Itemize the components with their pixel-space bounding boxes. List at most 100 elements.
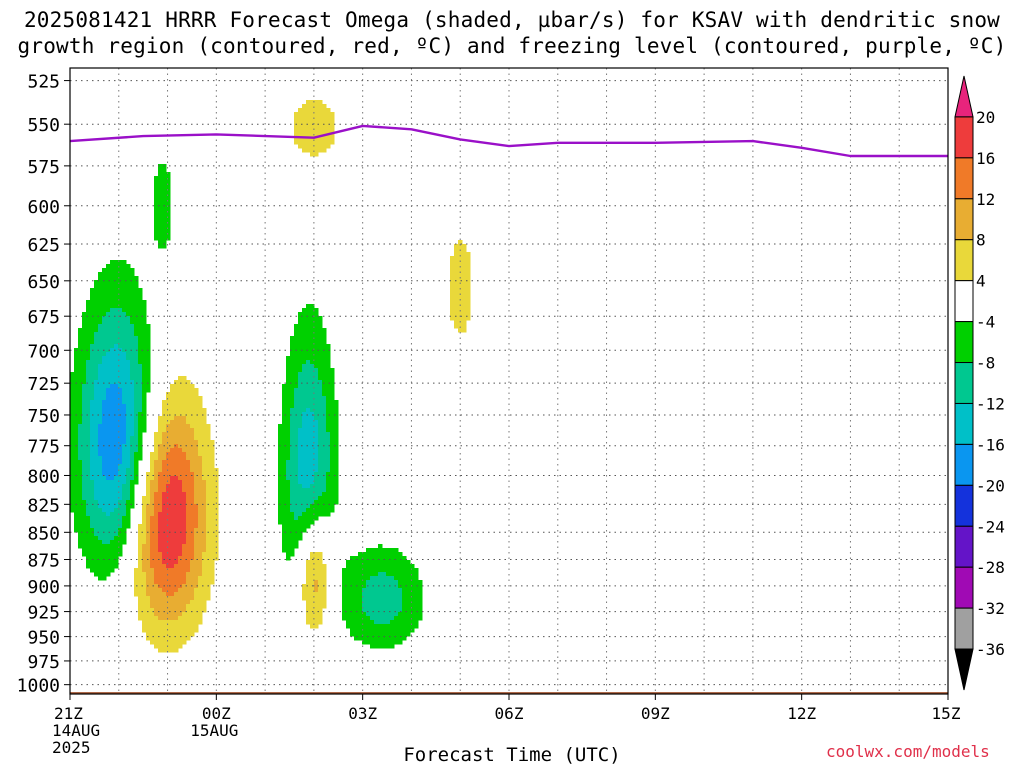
colorbar-bin bbox=[954, 239, 974, 282]
omega-cell bbox=[182, 608, 187, 613]
omega-cell bbox=[458, 284, 463, 289]
omega-cell bbox=[318, 604, 323, 609]
omega-cell bbox=[402, 584, 407, 589]
omega-cell bbox=[110, 304, 115, 309]
omega-cell bbox=[130, 268, 135, 273]
omega-cell bbox=[286, 532, 291, 537]
omega-cell bbox=[166, 232, 171, 237]
omega-cell bbox=[154, 500, 159, 505]
omega-cell bbox=[330, 424, 335, 429]
omega-cell bbox=[362, 556, 367, 561]
omega-cell bbox=[198, 592, 203, 597]
omega-cell bbox=[154, 232, 159, 237]
omega-cell bbox=[114, 560, 119, 565]
omega-cell bbox=[166, 616, 171, 621]
omega-cell bbox=[158, 168, 163, 173]
omega-cell bbox=[154, 436, 159, 441]
omega-cell bbox=[322, 476, 327, 481]
omega-cell bbox=[170, 408, 175, 413]
omega-cell bbox=[294, 324, 299, 329]
omega-cell bbox=[314, 416, 319, 421]
omega-cell bbox=[90, 520, 95, 525]
omega-cell bbox=[94, 328, 99, 333]
omega-cell bbox=[106, 572, 111, 577]
omega-cell bbox=[378, 620, 383, 625]
omega-cell bbox=[98, 488, 103, 493]
omega-cell bbox=[466, 308, 471, 313]
omega-cell bbox=[298, 500, 303, 505]
omega-cell bbox=[170, 612, 175, 617]
omega-cell bbox=[194, 568, 199, 573]
omega-cell bbox=[462, 280, 467, 285]
omega-cell bbox=[386, 548, 391, 553]
omega-cell bbox=[162, 212, 167, 217]
omega-cell bbox=[306, 612, 311, 617]
omega-cell bbox=[358, 568, 363, 573]
omega-cell bbox=[130, 452, 135, 457]
omega-cell bbox=[126, 516, 131, 521]
omega-cell bbox=[82, 400, 87, 405]
x-tick-label: 06Z bbox=[495, 704, 524, 723]
omega-cell bbox=[302, 120, 307, 125]
omega-cell bbox=[282, 540, 287, 545]
omega-cell bbox=[190, 460, 195, 465]
omega-cell bbox=[314, 432, 319, 437]
omega-cell bbox=[198, 600, 203, 605]
omega-cell bbox=[330, 416, 335, 421]
omega-cell bbox=[102, 400, 107, 405]
omega-cell bbox=[118, 344, 123, 349]
omega-cell bbox=[378, 612, 383, 617]
omega-cell bbox=[102, 280, 107, 285]
omega-cell bbox=[162, 648, 167, 653]
omega-cell bbox=[182, 508, 187, 513]
omega-cell bbox=[282, 504, 287, 509]
omega-cell bbox=[134, 444, 139, 449]
omega-cell bbox=[458, 312, 463, 317]
omega-cell bbox=[178, 416, 183, 421]
omega-cell bbox=[158, 492, 163, 497]
omega-cell bbox=[286, 480, 291, 485]
omega-cell bbox=[314, 604, 319, 609]
omega-cell bbox=[150, 532, 155, 537]
omega-cell bbox=[306, 504, 311, 509]
omega-cell bbox=[94, 320, 99, 325]
omega-cell bbox=[390, 564, 395, 569]
omega-cell bbox=[74, 516, 79, 521]
omega-cell bbox=[162, 552, 167, 557]
omega-cell bbox=[178, 600, 183, 605]
omega-cell bbox=[90, 380, 95, 385]
omega-cell bbox=[174, 444, 179, 449]
omega-cell bbox=[390, 596, 395, 601]
omega-cell bbox=[198, 464, 203, 469]
omega-cell bbox=[118, 536, 123, 541]
omega-cell bbox=[194, 512, 199, 517]
omega-cell bbox=[126, 328, 131, 333]
omega-cell bbox=[110, 296, 115, 301]
omega-cell bbox=[306, 492, 311, 497]
omega-cell bbox=[182, 624, 187, 629]
omega-cell bbox=[102, 444, 107, 449]
omega-cell bbox=[310, 556, 315, 561]
omega-cell bbox=[130, 400, 135, 405]
omega-cell bbox=[290, 504, 295, 509]
omega-cell bbox=[82, 492, 87, 497]
omega-cell bbox=[202, 456, 207, 461]
omega-cell bbox=[114, 400, 119, 405]
omega-cell bbox=[386, 628, 391, 633]
x-tick-label: 09Z bbox=[641, 704, 670, 723]
omega-cell bbox=[162, 620, 167, 625]
omega-cell bbox=[294, 404, 299, 409]
omega-cell bbox=[322, 396, 327, 401]
omega-cell bbox=[378, 548, 383, 553]
omega-cell bbox=[278, 496, 283, 501]
omega-cell bbox=[406, 576, 411, 581]
omega-cell bbox=[374, 612, 379, 617]
omega-cell bbox=[146, 632, 151, 637]
omega-cell bbox=[178, 576, 183, 581]
omega-cell bbox=[314, 440, 319, 445]
omega-cell bbox=[398, 552, 403, 557]
omega-cell bbox=[186, 588, 191, 593]
omega-cell bbox=[182, 380, 187, 385]
omega-cell bbox=[154, 620, 159, 625]
